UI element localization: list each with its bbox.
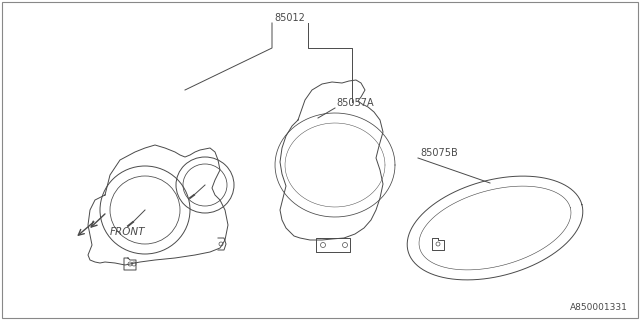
Text: 85012: 85012 xyxy=(275,13,305,23)
Text: FRONT: FRONT xyxy=(110,227,145,237)
Text: 85057A: 85057A xyxy=(336,98,374,108)
Text: 85075B: 85075B xyxy=(420,148,458,158)
Text: A850001331: A850001331 xyxy=(570,303,628,312)
